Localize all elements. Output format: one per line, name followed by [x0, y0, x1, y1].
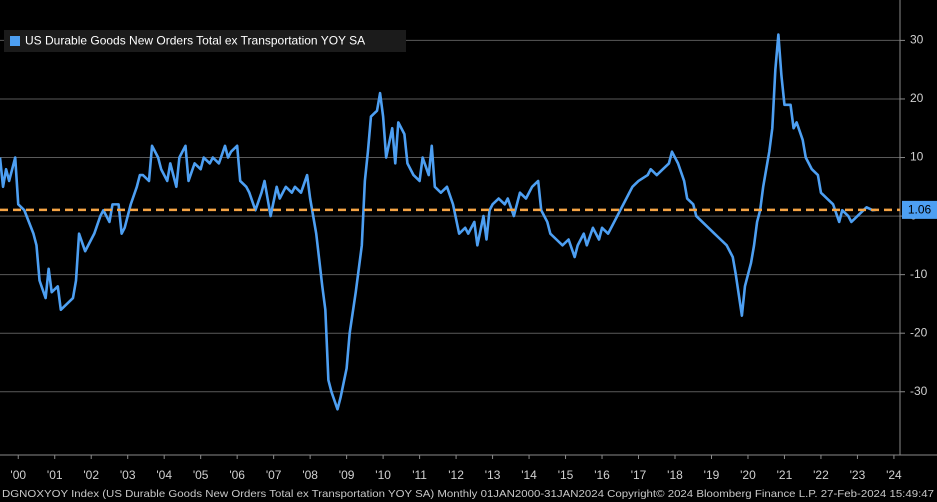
legend-box [4, 30, 406, 52]
y-tick-label: 20 [910, 91, 924, 105]
x-tick-label: '15 [558, 468, 574, 482]
x-tick-label: '12 [448, 468, 464, 482]
overlay-layer: US Durable Goods New Orders Total ex Tra… [2, 30, 937, 500]
x-tick-label: '19 [704, 468, 720, 482]
x-tick-label: '17 [631, 468, 647, 482]
x-tick-label: '00 [10, 468, 26, 482]
y-tick-label: -10 [910, 267, 928, 281]
footer: DGNOXYOY Index (US Durable Goods New Ord… [2, 488, 934, 500]
x-tick-label: '23 [850, 468, 866, 482]
x-tick-label: '07 [266, 468, 282, 482]
x-tick-label: '09 [339, 468, 355, 482]
x-tick-label: '04 [156, 468, 172, 482]
x-tick-label: '11 [412, 468, 427, 482]
marks-layer [0, 33, 900, 411]
x-tick-label: '18 [667, 468, 683, 482]
legend-label: US Durable Goods New Orders Total ex Tra… [25, 34, 365, 48]
x-tick-label: '06 [229, 468, 245, 482]
x-tick-label: '08 [302, 468, 318, 482]
x-tick-label: '14 [521, 468, 537, 482]
x-tick-label: '22 [813, 468, 829, 482]
y-tick-label: 30 [910, 33, 924, 47]
x-tick-label: '16 [594, 468, 610, 482]
series-line [0, 33, 876, 411]
x-tick-label: '21 [777, 468, 793, 482]
x-tick-label: '01 [47, 468, 63, 482]
x-tick-label: '24 [886, 468, 902, 482]
x-tick-label: '10 [375, 468, 391, 482]
reference-label-box [902, 200, 937, 219]
y-tick-label: 10 [910, 150, 924, 164]
x-tick-label: '02 [83, 468, 99, 482]
x-tick-label: '20 [740, 468, 756, 482]
grid-layer: 3020100-10-20-30'00'01'02'03'04'05'06'07… [0, 33, 928, 482]
y-tick-label: -20 [910, 325, 928, 339]
x-tick-label: '03 [120, 468, 136, 482]
y-tick-label: -30 [910, 384, 928, 398]
x-tick-label: '05 [193, 468, 209, 482]
legend-swatch [10, 36, 20, 46]
x-tick-label: '13 [485, 468, 501, 482]
reference-label: 1.06 [908, 203, 932, 217]
